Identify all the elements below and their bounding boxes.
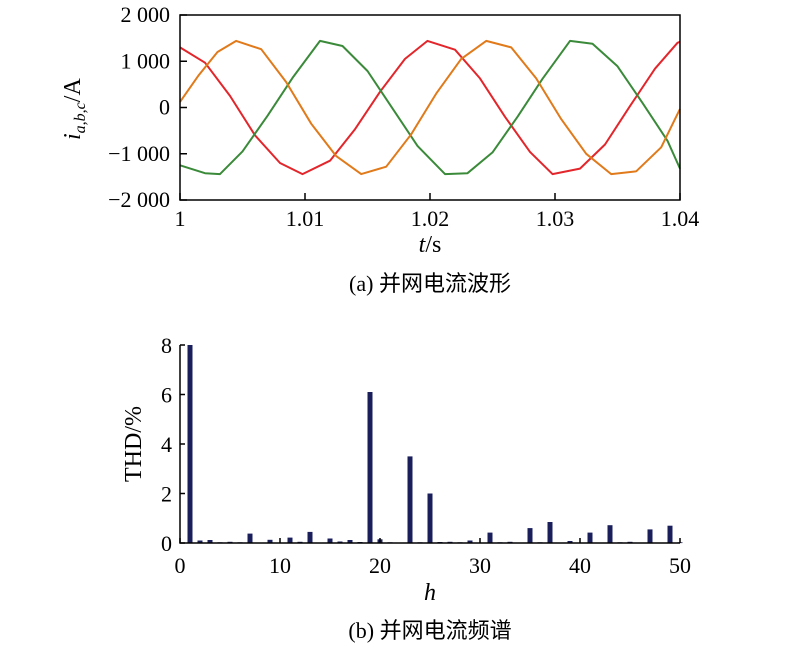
phase-line-3 xyxy=(179,39,681,176)
y-tick-label: 2 xyxy=(161,482,172,507)
x-tick-label: 0 xyxy=(175,553,186,578)
y-tick-label: −1 000 xyxy=(108,141,170,166)
harmonic-bar-47 xyxy=(647,529,653,543)
harmonic-bar-3 xyxy=(207,540,213,543)
y-axis-title-unit: /A xyxy=(60,78,86,103)
y-tick-label: 1 000 xyxy=(121,48,171,73)
y-axis-title-sub: a,b,c xyxy=(72,102,89,133)
harmonic-bar-15 xyxy=(327,538,333,543)
x-tick-label: 30 xyxy=(469,553,491,578)
harmonic-spectrum-chart: 0 2 4 6 8 0 10 20 30 40 50 THD/% h (b) 并网电流频谱 xyxy=(121,333,691,643)
caption-b: (b) 并网电流频谱 xyxy=(348,618,511,643)
x-tick-label: 1.01 xyxy=(286,206,325,231)
phase-line-1 xyxy=(179,39,681,176)
harmonic-bar-49 xyxy=(667,525,673,543)
x-tick-label: 50 xyxy=(669,553,691,578)
y-tick-label: 0 xyxy=(161,531,172,556)
waveform-series-group xyxy=(179,39,681,176)
x-axis-ticks-b: 0 10 20 30 40 50 xyxy=(175,538,691,578)
y-axis-title-main: i xyxy=(60,133,86,140)
harmonic-bar-43 xyxy=(607,525,613,543)
harmonic-bar-31 xyxy=(487,532,493,543)
plot-frame-a xyxy=(179,14,681,201)
x-tick-label: 1.04 xyxy=(661,206,700,231)
y-tick-label: 6 xyxy=(161,383,172,408)
harmonic-bar-9 xyxy=(267,539,273,543)
x-tick-label: 1 xyxy=(175,206,186,231)
phase-line-2 xyxy=(179,39,681,176)
harmonic-bar-35 xyxy=(527,528,533,543)
y-tick-label: 0 xyxy=(159,95,170,120)
bars-group xyxy=(187,345,683,544)
y-axis-ticks-a: 2 000 1 000 0 −1 000 −2 000 xyxy=(108,2,187,212)
x-tick-label: 10 xyxy=(269,553,291,578)
x-axis-ticks-a: 1 1.01 1.02 1.03 1.04 xyxy=(175,193,700,231)
x-tick-label: 1.02 xyxy=(411,206,450,231)
current-waveform-chart: 2 000 1 000 0 −1 000 −2 000 1 1.01 1.02 1.03 1.0… xyxy=(60,2,699,296)
harmonic-bar-7 xyxy=(247,533,253,543)
harmonic-bar-1 xyxy=(187,345,193,543)
x-axis-title-b: h xyxy=(424,580,436,606)
harmonic-bar-23 xyxy=(407,456,413,543)
y-axis-title-b: THD/% xyxy=(121,406,147,482)
caption-a: (a) 并网电流波形 xyxy=(349,271,511,296)
y-tick-label: 2 000 xyxy=(121,2,171,27)
harmonic-bar-29 xyxy=(467,540,473,543)
x-tick-label: 40 xyxy=(569,553,591,578)
harmonic-bar-25 xyxy=(427,493,433,543)
x-tick-label: 1.03 xyxy=(536,206,575,231)
harmonic-bar-17 xyxy=(347,540,353,543)
harmonic-bar-19 xyxy=(367,392,373,543)
harmonic-bar-13 xyxy=(307,531,313,543)
y-axis-title-a: ia,b,c/A xyxy=(60,78,89,140)
y-tick-label: 8 xyxy=(161,333,172,358)
y-tick-label: −2 000 xyxy=(108,187,170,212)
x-axis-title-main: t xyxy=(419,232,427,258)
x-axis-title-a: t/s xyxy=(419,232,442,258)
x-tick-label: 20 xyxy=(369,553,391,578)
harmonic-bar-11 xyxy=(287,537,293,543)
y-tick-label: 4 xyxy=(161,432,172,457)
harmonic-bar-37 xyxy=(547,522,553,543)
y-axis-ticks-b: 0 2 4 6 8 xyxy=(161,333,185,556)
harmonic-bar-41 xyxy=(587,532,593,543)
harmonic-bar-2 xyxy=(197,540,203,543)
harmonic-bar-39 xyxy=(567,541,573,543)
x-axis-title-unit: /s xyxy=(425,232,441,258)
